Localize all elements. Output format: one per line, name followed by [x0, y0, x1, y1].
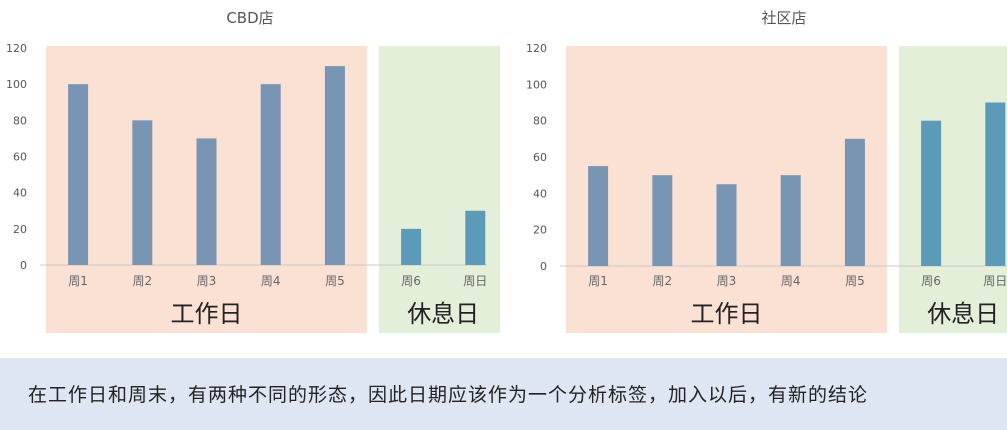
x-tick-label-cbd: 周5 [325, 274, 345, 288]
conclusion-banner: 在工作日和周末，有两种不同的形态，因此日期应该作为一个分析标签，加入以后，有新的… [0, 358, 1007, 430]
x-tick-label-community: 周6 [921, 274, 941, 288]
x-tick-label-community: 周5 [845, 274, 865, 288]
bar-cbd-5 [324, 66, 345, 265]
bar-cbd-3 [196, 138, 217, 265]
y-tick-label-community: 0 [540, 260, 547, 273]
x-tick-label-cbd: 周1 [68, 274, 88, 288]
bar-cbd-6 [401, 228, 422, 265]
x-tick-label-community: 周3 [717, 274, 737, 288]
chart-cbd-store: 工作日 休息日 CBD店 0 20 40 60 80 100 120 周1 周2 周3 周4 周5 周6 周日 [6, 9, 500, 333]
chart-community-store: 工作日 休息日 社区店 0 20 40 60 80 100 120 周1 周2 周3 周4 周5 周6 周日 [526, 9, 1007, 333]
y-tick-label-cbd: 80 [13, 114, 27, 127]
x-tick-label-cbd: 周3 [197, 274, 217, 288]
region-label-weekday-cbd: 工作日 [171, 300, 243, 328]
y-tick-label-cbd: 120 [6, 42, 27, 55]
y-tick-label-cbd: 20 [13, 223, 27, 236]
region-weekend-cbd [379, 46, 500, 333]
x-tick-label-cbd: 周6 [401, 274, 421, 288]
chart-title-community: 社区店 [761, 9, 806, 27]
bar-community-5 [844, 138, 865, 266]
y-tick-label-community: 100 [526, 78, 547, 91]
region-label-weekday-community: 工作日 [691, 300, 763, 328]
bar-community-4 [780, 175, 801, 266]
y-tick-label-community: 40 [533, 187, 547, 200]
x-tick-label-cbd: 周日 [463, 274, 487, 288]
chart-title-cbd: CBD店 [226, 9, 273, 27]
y-tick-label-community: 60 [533, 151, 547, 164]
bar-community-1 [588, 166, 609, 266]
conclusion-text: 在工作日和周末，有两种不同的形态，因此日期应该作为一个分析标签，加入以后，有新的… [28, 384, 869, 406]
bar-cbd-1 [68, 84, 89, 266]
x-tick-label-community: 周2 [652, 274, 672, 288]
bar-cbd-2 [132, 120, 153, 265]
region-label-weekend-cbd: 休息日 [407, 300, 479, 328]
bar-cbd-4 [260, 84, 281, 266]
y-tick-label-community: 120 [526, 42, 547, 55]
y-tick-label-cbd: 60 [13, 151, 27, 164]
y-tick-label-community: 80 [533, 115, 547, 128]
bar-community-6 [921, 120, 942, 267]
y-tick-label-cbd: 40 [13, 187, 27, 200]
x-tick-label-community: 周4 [781, 274, 801, 288]
y-tick-label-cbd: 100 [6, 78, 27, 91]
x-tick-label-cbd: 周4 [261, 274, 281, 288]
x-tick-label-community: 周1 [588, 274, 608, 288]
x-tick-label-cbd: 周2 [132, 274, 152, 288]
y-tick-label-cbd: 0 [20, 259, 27, 272]
bar-community-3 [716, 184, 737, 266]
bar-community-2 [652, 175, 673, 266]
bar-cbd-7 [465, 210, 486, 265]
bar-community-7 [985, 102, 1006, 266]
x-tick-label-community: 周日 [983, 274, 1007, 288]
y-tick-label-community: 20 [533, 224, 547, 237]
region-label-weekend-community: 休息日 [927, 300, 999, 328]
